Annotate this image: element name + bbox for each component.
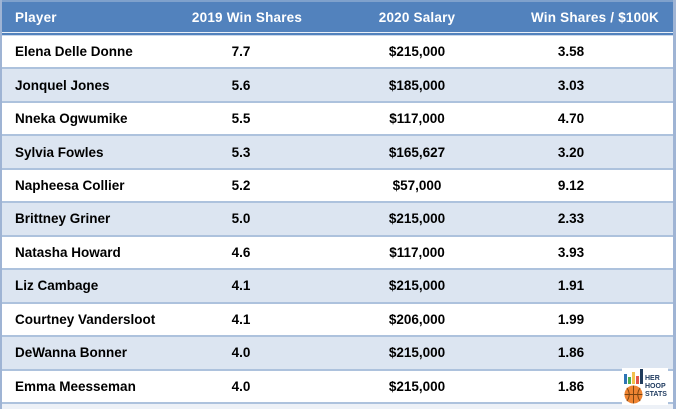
player-name: Liz Cambage (15, 278, 99, 294)
table-row: Nneka Ogwumike 5.5 $117,000 4.70 (2, 100, 673, 135)
table-row: Natasha Howard 4.6 $117,000 3.93 (2, 234, 673, 269)
table-row: Napheesa Collier 5.2 $57,000 9.12 (2, 167, 673, 202)
ratio-value: 9.12 (557, 178, 585, 194)
table-row: Emma Meesseman 4.0 $215,000 1.86 (2, 368, 673, 402)
logo-graphics (623, 369, 643, 404)
column-header-player: Player (15, 9, 57, 25)
logo-text-hoop: HOOP (645, 382, 666, 390)
logo-text-stats: STATS (645, 390, 667, 398)
ratio-value: 1.86 (557, 345, 585, 361)
ratio-value: 3.20 (557, 144, 585, 160)
header-separator-light (2, 32, 673, 33)
win-shares-value: 5.5 (231, 111, 251, 127)
win-shares-value: 5.6 (231, 77, 251, 93)
table-row: DeWanna Bonner 4.0 $215,000 1.86 (2, 335, 673, 369)
basketball-icon (623, 385, 643, 404)
win-shares-value: 5.2 (231, 178, 251, 194)
table-body: Elena Delle Donne 7.7 $215,000 3.58 Jonquel … (2, 35, 673, 402)
win-shares-value: 7.7 (231, 44, 251, 60)
win-shares-value: 4.6 (231, 244, 251, 260)
bar-blue-icon (623, 374, 627, 384)
ratio-value: 3.58 (557, 44, 585, 60)
table-row: Liz Cambage 4.1 $215,000 1.91 (2, 268, 673, 302)
player-name: Nneka Ogwumike (15, 111, 128, 127)
table-bottom-strip (2, 404, 673, 409)
logo-bar-chart-icon (623, 369, 643, 384)
player-name: Jonquel Jones (15, 77, 110, 93)
win-shares-value: 4.1 (231, 278, 251, 294)
table-row: Jonquel Jones 5.6 $185,000 3.03 (2, 67, 673, 101)
player-name: Natasha Howard (15, 244, 121, 260)
ratio-value: 3.03 (557, 77, 585, 93)
salary-value: $215,000 (388, 378, 446, 394)
salary-value: $215,000 (388, 345, 446, 361)
salary-value: $215,000 (388, 278, 446, 294)
her-hoop-stats-logo: HER HOOP STATS (622, 368, 668, 405)
salary-value: $206,000 (388, 311, 446, 327)
player-name: Elena Delle Donne (15, 44, 133, 60)
table-row: Courtney Vandersloot 4.1 $206,000 1.99 (2, 301, 673, 336)
ratio-value: 1.91 (557, 278, 585, 294)
table-bottom-border (2, 402, 673, 404)
ratio-value: 1.99 (557, 311, 585, 327)
logo-text: HER HOOP STATS (645, 375, 667, 399)
win-shares-value: 5.3 (231, 144, 251, 160)
header-separator-blue (2, 33, 673, 35)
column-header-salary: 2020 Salary (378, 9, 456, 25)
bar-red-icon (635, 376, 639, 384)
salary-value: $215,000 (388, 44, 446, 60)
salary-value: $57,000 (392, 178, 442, 194)
table-row: Brittney Griner 5.0 $215,000 2.33 (2, 201, 673, 235)
win-shares-value: 4.1 (231, 311, 251, 327)
table-row: Elena Delle Donne 7.7 $215,000 3.58 (2, 35, 673, 68)
win-shares-value: 4.0 (231, 378, 251, 394)
salary-value: $185,000 (388, 77, 446, 93)
win-shares-value: 5.0 (231, 211, 251, 227)
logo-text-her: HER (645, 374, 660, 382)
player-name: Emma Meesseman (15, 378, 136, 394)
player-name: Napheesa Collier (15, 178, 125, 194)
player-name: DeWanna Bonner (15, 345, 128, 361)
ratio-value: 4.70 (557, 111, 585, 127)
salary-value: $117,000 (389, 244, 445, 260)
ratio-value: 2.33 (557, 211, 585, 227)
table-row: Sylvia Fowles 5.3 $165,627 3.20 (2, 134, 673, 168)
ratio-value: 1.86 (557, 378, 585, 394)
column-header-win-shares: 2019 Win Shares (191, 9, 303, 25)
player-name: Brittney Griner (15, 211, 111, 227)
salary-value: $215,000 (388, 211, 446, 227)
bar-yellow-icon (631, 372, 635, 384)
player-name: Courtney Vandersloot (15, 311, 156, 327)
bar-green-icon (627, 377, 631, 384)
ratio-value: 3.93 (557, 244, 585, 260)
salary-value: $165,627 (388, 144, 446, 160)
table-header-row: Player 2019 Win Shares 2020 Salary Win S… (2, 0, 673, 32)
bar-navy-icon (639, 369, 643, 384)
player-name: Sylvia Fowles (15, 144, 104, 160)
column-header-ratio: Win Shares / $100K (530, 9, 659, 25)
win-shares-value: 4.0 (231, 345, 251, 361)
salary-value: $117,000 (389, 111, 445, 127)
